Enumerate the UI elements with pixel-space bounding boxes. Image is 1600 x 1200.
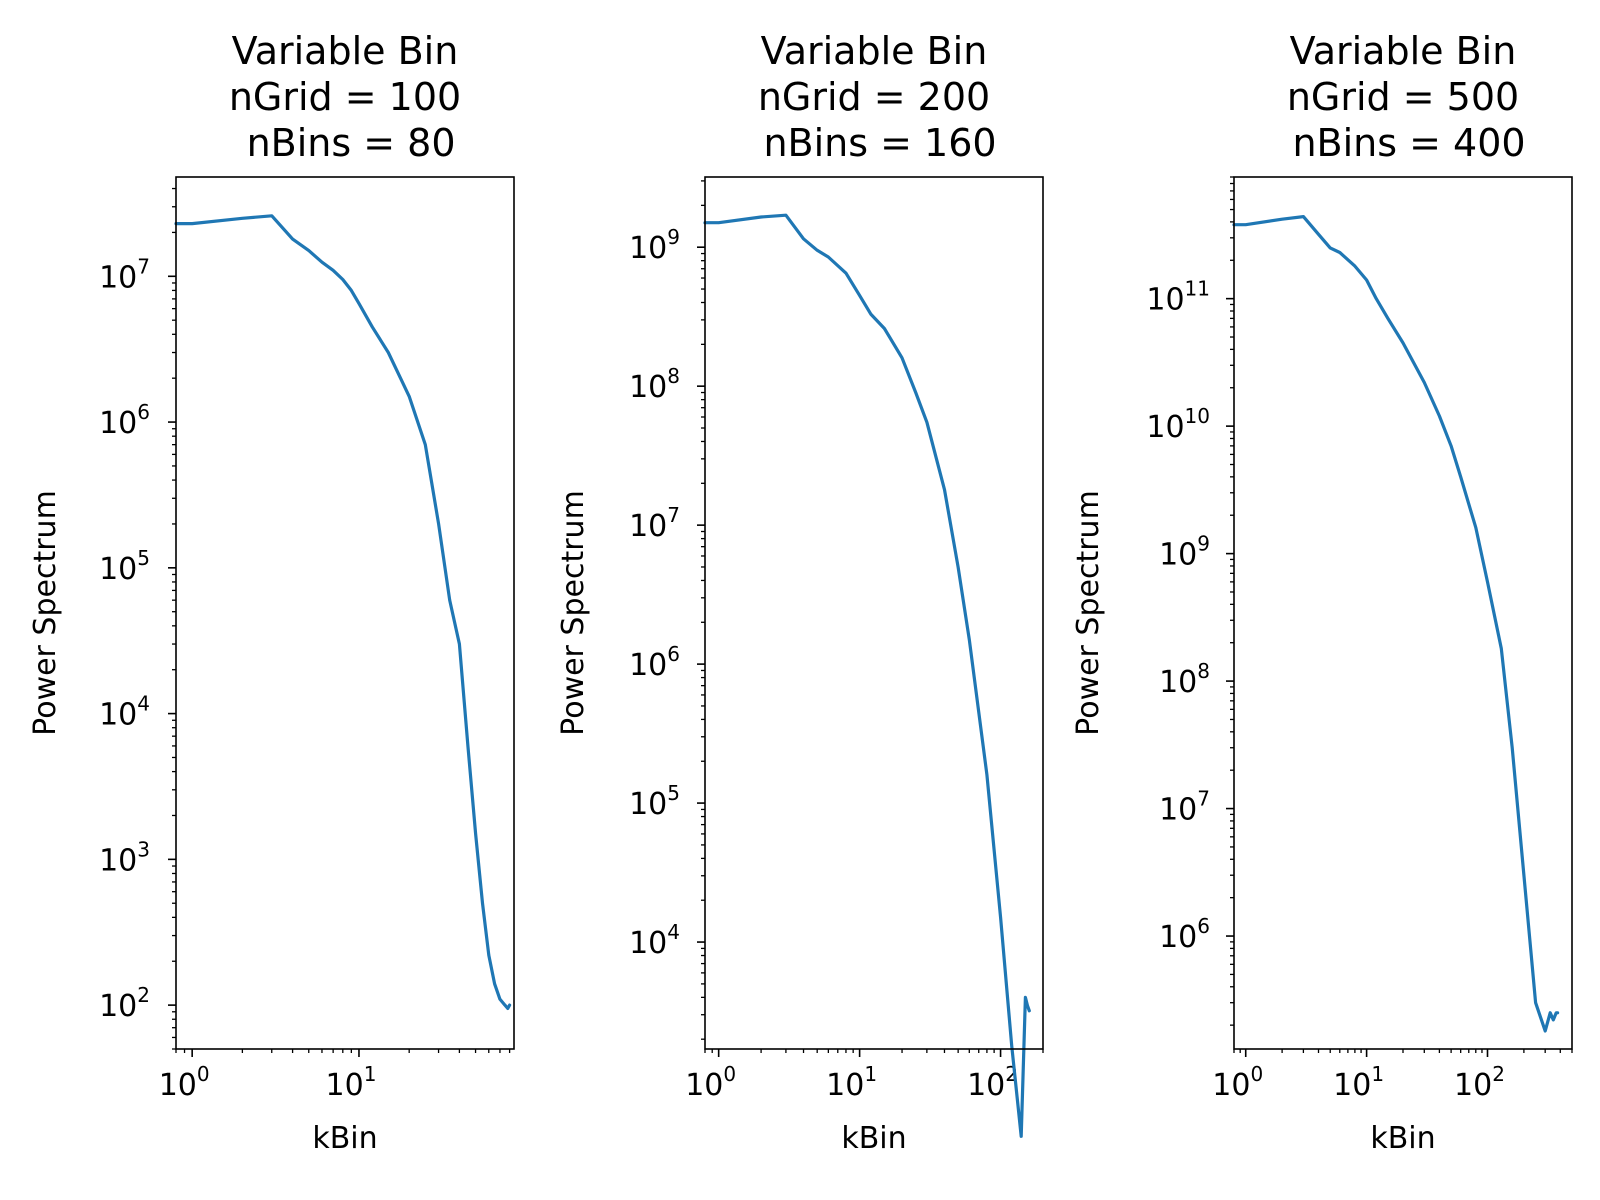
chart-title-line-2: nGrid = 200	[758, 75, 990, 119]
y-tick-label: 105	[99, 546, 150, 587]
y-tick-label: 106	[1159, 914, 1210, 955]
power-spectrum-line	[1232, 215, 1560, 1033]
x-axis-label: kBin	[841, 1121, 906, 1156]
chart-title-line-3: nBins = 80	[234, 121, 455, 165]
x-tick-label: 100	[159, 1062, 210, 1103]
x-tick-label: 102	[1454, 1062, 1505, 1103]
x-axis-label: kBin	[1370, 1121, 1435, 1156]
chart-title-line-3: nBins = 400	[1280, 121, 1525, 165]
y-axis-label: Power Spectrum	[556, 490, 591, 736]
x-tick-label: 102	[967, 1062, 1018, 1103]
y-tick-label: 109	[629, 225, 680, 266]
chart-title-line-3: nBins = 160	[751, 121, 996, 165]
y-tick-label: 104	[99, 692, 150, 733]
chart-title-line-2: nGrid = 500	[1287, 75, 1519, 119]
y-tick-label: 107	[1159, 787, 1210, 828]
y-tick-label: 106	[99, 400, 150, 441]
y-tick-label: 1010	[1146, 404, 1210, 445]
chart-title-line-1: Variable Bin	[761, 29, 988, 73]
y-tick-label: 102	[99, 983, 150, 1024]
y-tick-label: 107	[99, 254, 150, 295]
x-tick-label: 101	[1333, 1062, 1384, 1103]
chart-title-line-1: Variable Bin	[1290, 29, 1517, 73]
y-tick-label: 1011	[1146, 277, 1210, 318]
x-tick-label: 100	[1212, 1062, 1263, 1103]
plot-frame	[704, 176, 1044, 1050]
y-tick-label: 103	[99, 837, 150, 878]
y-tick-label: 109	[1159, 532, 1210, 573]
chart-title-line-1: Variable Bin	[232, 29, 459, 73]
y-tick-label: 107	[629, 503, 680, 544]
y-tick-label: 104	[629, 920, 680, 961]
y-tick-label: 106	[629, 642, 680, 683]
power-spectrum-line	[703, 213, 1031, 1138]
plot-frame	[175, 176, 515, 1050]
x-axis-label: kBin	[312, 1121, 377, 1156]
y-axis-label: Power Spectrum	[1071, 490, 1106, 736]
x-tick-label: 101	[326, 1062, 377, 1103]
y-tick-label: 108	[1159, 659, 1210, 700]
chart-title-line-2: nGrid = 100	[229, 75, 461, 119]
y-tick-label: 105	[629, 781, 680, 822]
power-spectrum-line	[174, 214, 512, 1011]
x-tick-label: 100	[685, 1062, 736, 1103]
y-axis-label: Power Spectrum	[28, 490, 63, 736]
plot-frame	[1233, 176, 1573, 1050]
x-tick-label: 101	[826, 1062, 877, 1103]
y-tick-label: 108	[629, 364, 680, 405]
